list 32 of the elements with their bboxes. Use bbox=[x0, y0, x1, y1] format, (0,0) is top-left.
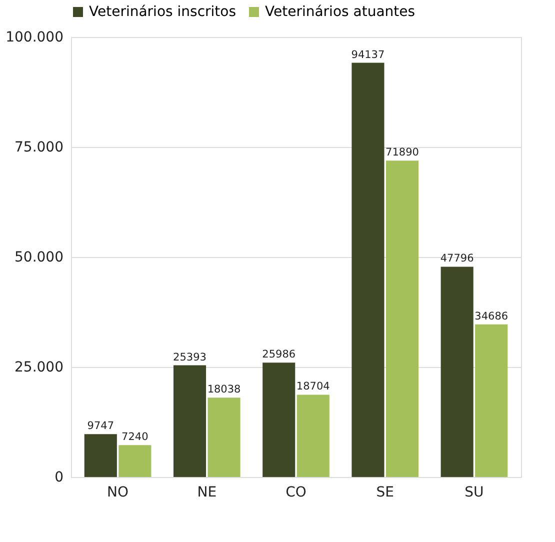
legend-label: Veterinários inscritos bbox=[89, 4, 236, 20]
x-tick-label: SU bbox=[464, 484, 484, 500]
x-tick-label: CO bbox=[286, 484, 306, 500]
y-tick-label: 50.000 bbox=[14, 250, 64, 266]
data-label: 94137 bbox=[351, 48, 385, 61]
x-tick-label: NO bbox=[107, 484, 129, 500]
bar bbox=[352, 62, 384, 477]
y-tick-label: 75.000 bbox=[14, 140, 64, 156]
bar bbox=[173, 365, 206, 477]
x-tick-label: NE bbox=[197, 484, 217, 500]
data-label: 47796 bbox=[440, 252, 474, 265]
data-label: 18704 bbox=[296, 380, 330, 393]
y-tick-label: 25.000 bbox=[14, 360, 64, 376]
y-tick-label: 100.000 bbox=[6, 30, 64, 46]
y-tick-label: 0 bbox=[54, 470, 64, 486]
x-tick-label: SE bbox=[376, 484, 394, 500]
bar bbox=[118, 445, 152, 477]
bar bbox=[440, 266, 474, 477]
data-label: 25986 bbox=[262, 348, 296, 361]
bar bbox=[84, 434, 117, 477]
bar bbox=[296, 394, 330, 477]
data-label: 34686 bbox=[474, 310, 508, 322]
bar bbox=[386, 160, 419, 477]
bar bbox=[262, 362, 296, 477]
data-label: 7240 bbox=[122, 431, 148, 444]
data-label: 25393 bbox=[173, 351, 206, 364]
data-label: 18038 bbox=[207, 384, 241, 396]
bar bbox=[208, 398, 240, 477]
bar bbox=[475, 324, 508, 477]
legend-label: Veterinários atuantes bbox=[265, 4, 416, 20]
data-label: 9747 bbox=[87, 420, 114, 432]
data-label: 71890 bbox=[386, 146, 419, 159]
